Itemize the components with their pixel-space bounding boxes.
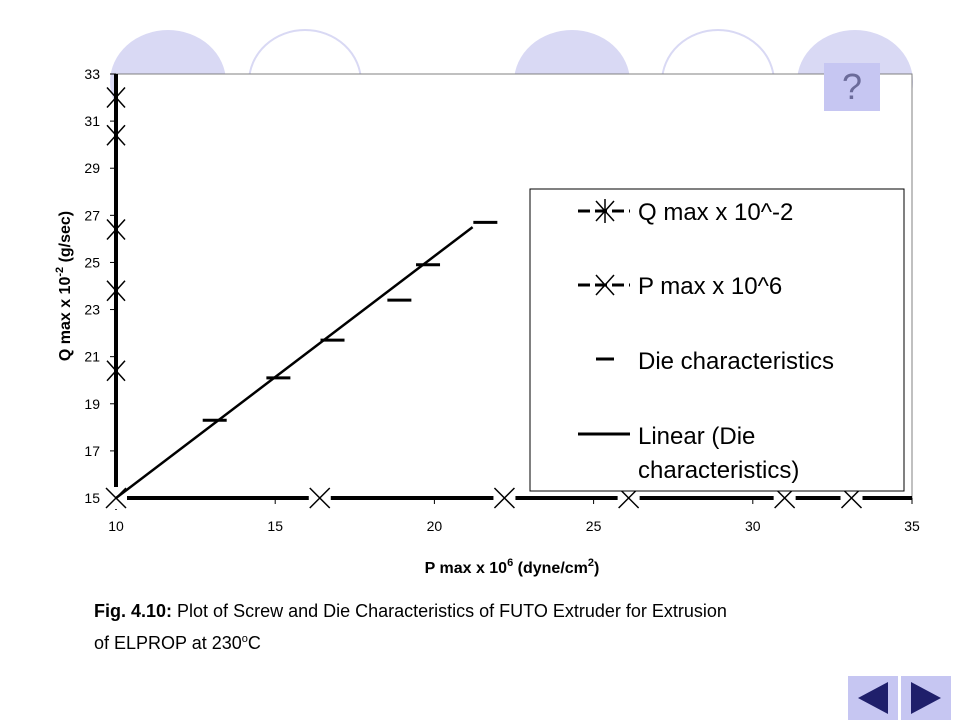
legend-label-linear: Linear (Die characteristics) xyxy=(638,423,799,484)
y-tick-label: 19 xyxy=(84,396,100,412)
p-max-point xyxy=(309,487,331,509)
q-max-point xyxy=(106,278,126,303)
legend-box xyxy=(529,188,905,492)
screw-die-chart: 15 17 19 21 23 25 27 29 31 33 10 15 20 25 30 35 P max … xyxy=(54,66,920,577)
legend-entry-q-max: Q max x 10^-2 xyxy=(578,199,793,226)
y-tick-label: 29 xyxy=(84,160,100,176)
series-group xyxy=(105,74,912,510)
x-axis-title: P max x 106 (dyne/cm2) xyxy=(425,557,600,577)
y-tick-label: 25 xyxy=(84,254,100,270)
caption-line-2: of ELPROP at 230oC xyxy=(94,625,854,657)
caption-text-1: Plot of Screw and Die Characteristics of… xyxy=(172,601,727,621)
x-tick-label: 25 xyxy=(586,518,602,534)
help-button[interactable]: ? xyxy=(824,63,880,111)
legend-entry-linear: Linear (Die characteristics) xyxy=(578,423,799,484)
legend-label-q-max: Q max x 10^-2 xyxy=(638,199,793,226)
q-max-point xyxy=(106,358,126,383)
triangle-right-icon xyxy=(911,682,941,714)
caption-label: Fig. 4.10: xyxy=(94,601,173,621)
x-tick-label: 30 xyxy=(745,518,761,534)
y-tick-label: 21 xyxy=(84,349,100,365)
next-slide-button[interactable] xyxy=(901,676,951,720)
caption-line-1: Fig. 4.10: Plot of Screw and Die Charact… xyxy=(94,597,854,625)
q-max-point xyxy=(106,217,126,242)
legend: Q max x 10^-2 P max x 10^6 Die character… xyxy=(529,188,905,492)
x-tick-label: 35 xyxy=(904,518,920,534)
q-max-point xyxy=(106,123,126,148)
x-tick-label: 15 xyxy=(267,518,283,534)
linear-fit-line xyxy=(115,226,474,499)
x-tick-label: 20 xyxy=(427,518,443,534)
y-axis-title: Q max x 10-2 (g/sec) xyxy=(54,211,74,361)
x-marker-icon xyxy=(595,274,615,296)
y-tick-label: 27 xyxy=(84,207,100,223)
y-tick-label: 31 xyxy=(84,113,100,129)
legend-entry-p-max: P max x 10^6 xyxy=(578,273,782,300)
q-max-point xyxy=(106,85,126,110)
y-tick-label: 17 xyxy=(84,443,100,459)
legend-label-die: Die characteristics xyxy=(638,348,834,375)
y-tick-label: 15 xyxy=(84,490,100,506)
caption-degree-sup: o xyxy=(241,633,248,645)
caption-text-3: C xyxy=(247,633,261,653)
figure-caption: Fig. 4.10: Plot of Screw and Die Charact… xyxy=(94,597,854,657)
slide-navigation xyxy=(848,676,951,720)
triangle-left-icon xyxy=(858,682,888,714)
caption-text-2: of ELPROP at 230 xyxy=(94,633,242,653)
previous-slide-button[interactable] xyxy=(848,676,898,720)
legend-label-p-max: P max x 10^6 xyxy=(638,273,782,300)
star-marker-icon xyxy=(595,199,615,223)
y-tick-label: 23 xyxy=(84,302,100,318)
legend-entry-die: Die characteristics xyxy=(596,348,834,375)
x-tick-label: 10 xyxy=(108,518,124,534)
p-max-point xyxy=(493,487,515,509)
y-tick-label: 33 xyxy=(84,66,100,82)
